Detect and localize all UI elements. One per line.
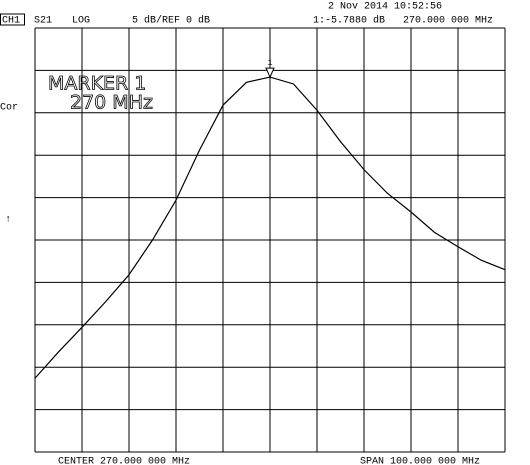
scale: 5 dB/REF 0 dB <box>132 15 210 27</box>
channel: CH1 <box>2 16 20 27</box>
parameter: S21 <box>34 16 52 27</box>
format: LOG <box>72 16 90 27</box>
correction: Cor <box>0 103 18 114</box>
marker-frequency: 270.000 000 MHz <box>403 16 493 27</box>
datetime: 2 Nov 2014 10:52:56 <box>328 2 442 13</box>
marker-title: MARKER 1 <box>48 73 146 95</box>
side-arrow: ↑ <box>5 215 11 226</box>
channel-box <box>0 13 25 26</box>
span: SPAN 100.000 000 MHz <box>360 457 480 465</box>
marker <box>265 67 275 79</box>
center: CENTER 270.000 000 MHz <box>58 457 190 465</box>
marker-number: 1 <box>268 59 273 68</box>
marker-readout: 1:-5.7880 dB <box>313 15 385 27</box>
marker-subtitle: 270 MHz <box>70 92 153 114</box>
